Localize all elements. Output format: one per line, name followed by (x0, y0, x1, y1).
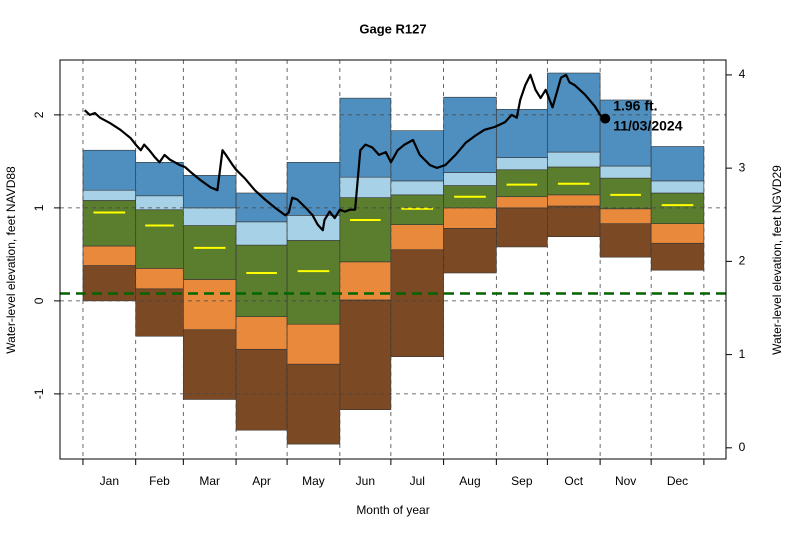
current-point (600, 113, 611, 124)
percentile-band (599, 208, 652, 224)
current-date-label: 11/03/2024 (613, 117, 683, 133)
percentile-band (496, 108, 548, 158)
percentile-band (183, 329, 237, 400)
percentile-band (547, 72, 601, 153)
y-tick-label: 1 (32, 204, 46, 211)
percentile-band (135, 162, 184, 197)
x-tick-label: Dec (667, 474, 688, 488)
percentile-band (183, 207, 237, 226)
percentile-band (443, 207, 497, 229)
percentile-band (650, 146, 705, 182)
percentile-band (650, 192, 705, 224)
percentile-band (286, 215, 341, 241)
percentile-band (443, 228, 497, 274)
percentile-band (547, 166, 601, 196)
percentile-band (390, 249, 444, 357)
percentile-band (286, 363, 341, 445)
percentile-band (183, 175, 237, 209)
y2-tick-label: 1 (739, 347, 746, 361)
percentile-band (339, 176, 392, 198)
x-tick-label: Apr (252, 474, 271, 488)
percentile-band (547, 151, 601, 168)
x-tick-label: Jul (410, 474, 425, 488)
percentile-band (82, 149, 137, 191)
y-tick-label: 2 (32, 111, 46, 118)
x-tick-label: Jan (100, 474, 119, 488)
y2-tick-label: 2 (739, 254, 746, 268)
percentile-band (82, 189, 137, 201)
percentile-band (235, 348, 288, 431)
percentile-band (235, 316, 288, 350)
percentile-band (390, 224, 444, 251)
percentile-band (82, 265, 137, 302)
percentile-band (235, 244, 288, 317)
y2-tick-label: 0 (739, 440, 746, 454)
percentile-band (650, 180, 705, 194)
x-tick-label: Feb (149, 474, 170, 488)
percentile-band (135, 288, 184, 337)
chart-title: Gage R127 (359, 21, 426, 36)
percentile-band (82, 200, 137, 247)
x-axis-label: Month of year (356, 503, 429, 517)
percentile-band (547, 205, 601, 238)
x-tick-label: Mar (199, 474, 220, 488)
percentile-band (650, 242, 705, 271)
x-tick-label: Aug (459, 474, 480, 488)
percentile-band (496, 169, 548, 198)
y2-tick-label: 3 (739, 160, 746, 174)
water-level-line (83, 73, 606, 232)
y2-tick-label: 4 (739, 67, 746, 81)
percentile-band (135, 209, 184, 269)
percentile-band (183, 279, 237, 331)
percentile-band (339, 197, 392, 263)
percentile-band (286, 240, 341, 325)
percentile-band (443, 172, 497, 186)
percentile-band (547, 194, 601, 207)
percentile-band (286, 323, 341, 365)
percentile-band (496, 207, 548, 248)
percentile-band (183, 225, 237, 280)
percentile-band (599, 165, 652, 179)
percentile-band (650, 223, 705, 244)
percentile-band (443, 96, 497, 173)
percentile-band (599, 177, 652, 210)
percentile-band (339, 97, 392, 178)
percentile-band (339, 299, 392, 411)
x-tick-label: Nov (615, 474, 636, 488)
y-tick-label: -1 (32, 388, 46, 399)
x-tick-label: Sep (511, 474, 533, 488)
x-tick-label: Jun (356, 474, 375, 488)
percentile-band (599, 223, 652, 258)
percentile-band (390, 130, 444, 182)
y-axis-label: Water-level elevation, feet NAVD88 (4, 166, 18, 354)
plot-frame (59, 59, 727, 460)
y-tick-label: 0 (32, 297, 46, 304)
current-value-label: 1.96 ft. (613, 97, 657, 113)
percentile-band (82, 245, 137, 266)
x-tick-label: May (302, 474, 325, 488)
percentile-band (390, 180, 444, 196)
percentile-band (286, 162, 341, 216)
percentile-band (135, 268, 184, 290)
percentile-band (496, 196, 548, 209)
percentile-band (235, 221, 288, 246)
y2-axis-label: Water-level elevation, feet NGVD29 (770, 165, 784, 355)
x-tick-label: Oct (564, 474, 583, 488)
percentile-band (496, 157, 548, 171)
